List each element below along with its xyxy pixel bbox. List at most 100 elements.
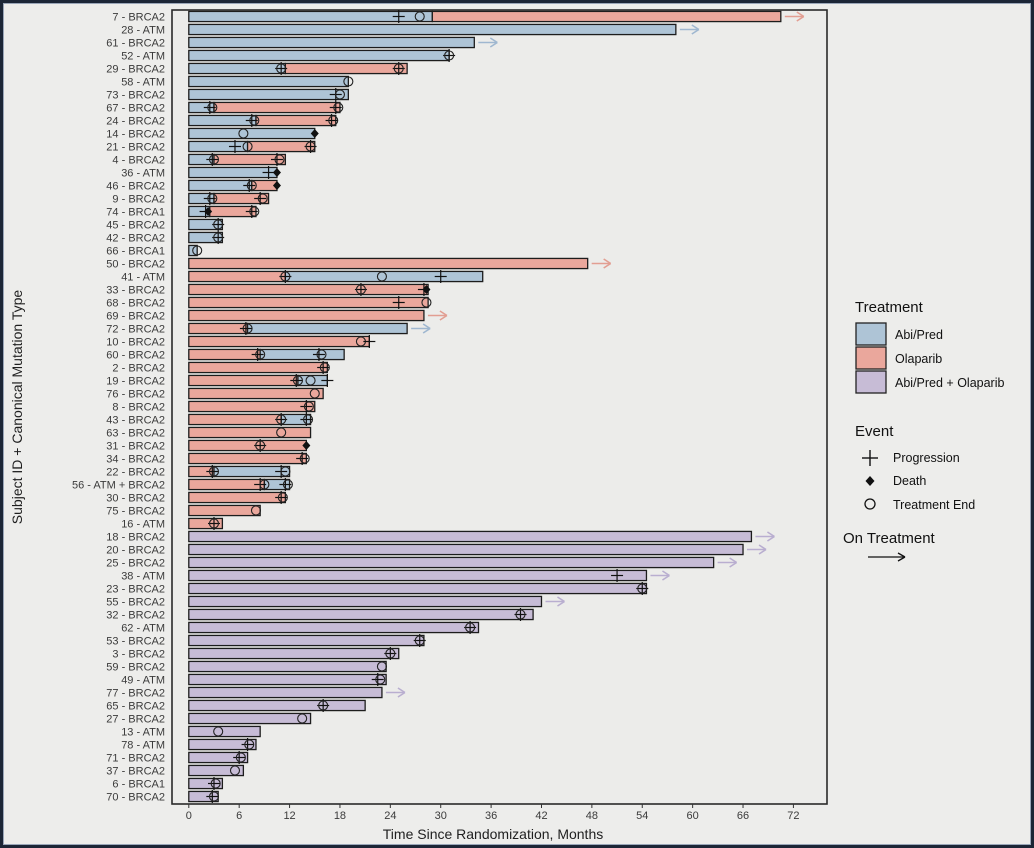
y-tick-label: 43 - BRCA2 — [106, 415, 165, 427]
y-tick-label: 27 - BRCA2 — [106, 714, 165, 726]
bar-segment — [188, 400, 316, 413]
y-tick-label: 70 - BRCA2 — [106, 792, 165, 804]
x-tick-label: 24 — [384, 810, 396, 822]
on-treatment-arrow — [385, 687, 406, 698]
bar-row — [188, 647, 400, 660]
bar-row — [188, 673, 387, 686]
bar-row — [188, 62, 408, 75]
bar-segment — [188, 517, 224, 530]
progression-marker — [321, 374, 334, 387]
bar-segment — [188, 439, 308, 452]
bar-segment — [188, 296, 429, 309]
x-tick-label: 54 — [636, 810, 648, 822]
bar-row — [188, 660, 387, 673]
bar-row — [188, 699, 366, 712]
bar-row — [188, 426, 312, 439]
treatment-end-marker — [385, 648, 396, 659]
bar-row — [188, 387, 324, 400]
bar-segment — [188, 686, 383, 699]
treatment-end-marker — [318, 700, 329, 711]
bar-segment — [188, 257, 589, 270]
y-tick-label: 74 - BRCA1 — [106, 207, 165, 219]
y-tick-label: 18 - BRCA2 — [106, 532, 165, 544]
bar-row — [188, 634, 426, 647]
treatment-end-marker — [316, 349, 327, 360]
y-tick-label: 29 - BRCA2 — [106, 64, 165, 76]
bar-segment — [188, 491, 287, 504]
y-tick-label: 55 - BRCA2 — [106, 597, 165, 609]
treatment-end-marker — [299, 453, 310, 464]
bar-segment — [188, 660, 387, 673]
bar-row — [188, 140, 317, 153]
y-tick-label: 25 - BRCA2 — [106, 558, 165, 570]
y-tick-label: 67 - BRCA2 — [106, 103, 165, 115]
y-tick-label: 52 - ATM — [121, 51, 165, 63]
treatment-end-marker — [303, 401, 314, 412]
bar-row — [188, 582, 649, 595]
bar-segment — [188, 49, 450, 62]
treatment-end-marker — [242, 323, 253, 334]
bar-row — [188, 491, 288, 504]
bar-row — [188, 361, 330, 374]
y-tick-label: 34 - BRCA2 — [106, 454, 165, 466]
bar-segment — [188, 673, 387, 686]
progression-marker — [262, 166, 275, 179]
bar-segment — [188, 426, 312, 439]
treatment-end-marker — [282, 479, 293, 490]
bar-segment — [188, 23, 677, 36]
legend-swatch-ola — [855, 346, 887, 370]
x-tick-label: 18 — [334, 810, 346, 822]
treatment-end-marker — [229, 765, 241, 776]
treatment-end-marker — [414, 635, 425, 646]
y-tick-label: 32 - BRCA2 — [106, 610, 165, 622]
bar-row — [188, 413, 314, 426]
y-tick-label: 65 - BRCA2 — [106, 701, 165, 713]
treatment-end-marker — [305, 375, 316, 386]
treatment-end-marker — [249, 206, 260, 217]
y-tick-label: 2 - BRCA2 — [112, 363, 165, 375]
arrow-head — [691, 24, 700, 35]
x-tick-label: 12 — [283, 810, 295, 822]
treatment-end-marker — [235, 752, 246, 763]
bar-row — [188, 530, 775, 543]
treatment-end-marker — [343, 76, 354, 87]
bar-segment — [188, 387, 324, 400]
x-axis-title: Time Since Randomization, Months — [383, 826, 603, 842]
death-marker — [272, 181, 281, 190]
treatment-end-marker — [276, 63, 287, 74]
on-treatment-arrow — [650, 570, 670, 581]
treatment-end-marker — [207, 193, 218, 204]
x-tick-label: 0 — [186, 810, 192, 822]
bar-row — [188, 751, 249, 764]
y-tick-label: 59 - BRCA2 — [106, 662, 165, 674]
bar-row — [188, 595, 565, 608]
legend-treatment-title: Treatment — [855, 299, 924, 316]
legend-on-treatment-title: On Treatment — [843, 530, 936, 547]
treatment-end-marker — [637, 583, 648, 594]
treatment-end-marker — [208, 791, 220, 802]
bar-row — [188, 790, 220, 803]
treatment-end-marker — [274, 154, 285, 165]
bar-row — [188, 725, 261, 738]
bar-row — [188, 244, 203, 257]
bar-segment — [188, 374, 299, 387]
treatment-end-marker — [257, 193, 268, 204]
y-axis-title: Subject ID + Canonical Mutation Type — [9, 290, 25, 525]
bar-segment — [259, 348, 345, 361]
bar-segment — [188, 127, 316, 140]
death-marker — [204, 207, 213, 216]
legend-death-icon — [865, 476, 875, 486]
y-tick-label: 6 - BRCA1 — [112, 779, 165, 791]
on-treatment-arrow — [755, 531, 775, 542]
legend-arrow-icon — [868, 552, 906, 562]
treatment-end-marker — [208, 154, 220, 165]
bar-row — [188, 88, 349, 101]
bar-segment — [188, 478, 266, 491]
treatment-end-marker — [309, 388, 320, 399]
x-tick-label: 30 — [435, 810, 447, 822]
y-tick-label: 77 - BRCA2 — [106, 688, 165, 700]
y-tick-label: 24 - BRCA2 — [106, 116, 165, 128]
treatment-end-marker — [465, 622, 476, 633]
legend-label-death: Death — [893, 474, 926, 488]
legend-event-title: Event — [855, 423, 894, 440]
